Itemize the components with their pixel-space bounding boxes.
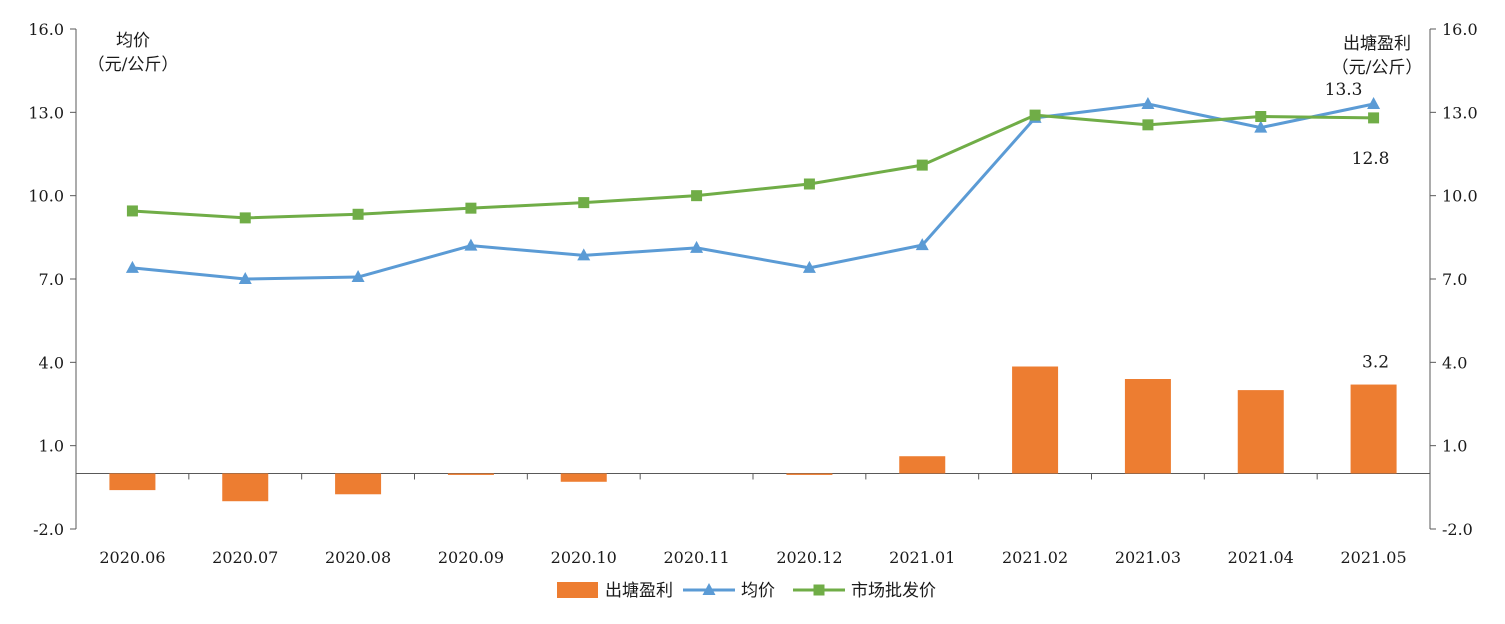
legend-marker-均价 (702, 583, 716, 595)
right-tick-label: 1.0 (1442, 437, 1467, 456)
line-series (125, 97, 1381, 284)
right-tick-label: 7.0 (1442, 270, 1467, 289)
right-tick-label: -2.0 (1442, 520, 1473, 539)
bar-2020.12 (786, 473, 833, 475)
bar-2021.03 (1124, 379, 1171, 474)
point-均价-2020.08 (351, 270, 365, 283)
point-均价-2021.01 (915, 238, 929, 251)
point-均价-2020.09 (464, 238, 478, 251)
line-均价 (132, 102, 1374, 281)
bar-series (109, 366, 1397, 502)
legend: 出塘盈利 均价 市场批发价 (557, 581, 936, 601)
bar-2020.09 (447, 473, 494, 475)
left-tick-label: 7.0 (39, 270, 64, 289)
bar-2020.08 (335, 473, 382, 495)
point-均价-2020.11 (690, 240, 704, 253)
bar-2021.05 (1350, 384, 1397, 474)
point-均价-2020.06 (125, 260, 139, 273)
right-axis-title-line2: （元/公斤） (1332, 58, 1423, 78)
point-均价-2021.05 (1367, 97, 1381, 109)
right-tick-label: 4.0 (1442, 353, 1467, 372)
right-tick-label: 10.0 (1442, 187, 1478, 206)
x-tick-label: 2021.05 (1340, 548, 1406, 567)
data-label-出塘盈利: 3.2 (1362, 353, 1389, 373)
left-tick-label: 10.0 (28, 187, 64, 206)
x-tick-label: 2021.04 (1228, 548, 1294, 567)
left-tick-label: 16.0 (28, 20, 64, 39)
bar-2021.04 (1237, 390, 1284, 474)
x-tick-label: 2020.09 (438, 548, 504, 567)
legend-swatch-出塘盈利 (557, 582, 598, 598)
point-市场批发价-2020.08 (352, 208, 364, 220)
x-tick-label: 2021.02 (1002, 548, 1068, 567)
data-label-市场批发价: 12.8 (1352, 149, 1390, 169)
axes: -2.0 1.0 4.0 7.0 10.0 13.0 16.0 -2.0 1.0 4.0 7.0 10… (28, 20, 1477, 567)
line-市场批发价 (132, 113, 1374, 220)
point-市场批发价-2021.01 (916, 159, 928, 171)
point-均价-2020.07 (238, 272, 252, 284)
x-tick-label: 2020.11 (663, 548, 729, 567)
right-tick-label: 13.0 (1442, 103, 1478, 122)
x-tick-label: 2020.12 (776, 548, 842, 567)
legend-label-出塘盈利: 出塘盈利 (605, 581, 673, 601)
left-tick-label: -2.0 (33, 520, 64, 539)
data-label-均价: 13.3 (1325, 80, 1363, 100)
point-均价-2021.04 (1254, 120, 1268, 133)
point-市场批发价-2021.04 (1255, 111, 1267, 122)
point-市场批发价-2020.09 (465, 202, 477, 214)
legend-label-均价: 均价 (741, 581, 775, 601)
point-均价-2020.10 (577, 248, 591, 261)
point-市场批发价-2020.06 (126, 205, 138, 217)
left-axis-title-line2: （元/公斤） (88, 55, 179, 75)
bar-2020.10 (560, 473, 607, 482)
point-市场批发价-2021.03 (1142, 119, 1154, 131)
data-labels: 13.3 12.8 3.2 (1325, 80, 1390, 373)
bar-2021.02 (1012, 366, 1059, 474)
left-tick-label: 13.0 (28, 103, 64, 122)
left-axis-title-line1: 均价 (116, 31, 150, 51)
point-均价-2020.12 (802, 260, 816, 273)
legend-label-市场批发价: 市场批发价 (851, 581, 936, 601)
left-tick-label: 4.0 (39, 353, 64, 372)
x-tick-label: 2020.08 (325, 548, 391, 567)
point-市场批发价-2020.07 (239, 212, 251, 224)
x-tick-label: 2020.06 (99, 548, 165, 567)
bar-2020.07 (222, 473, 269, 502)
right-axis-title-line1: 出塘盈利 (1343, 34, 1411, 54)
x-tick-label: 2021.01 (889, 548, 955, 567)
point-均价-2021.03 (1141, 97, 1155, 109)
point-市场批发价-2020.10 (578, 197, 590, 209)
legend-marker-市场批发价 (813, 584, 825, 596)
bar-2020.06 (109, 473, 156, 491)
right-tick-label: 16.0 (1442, 20, 1478, 39)
point-市场批发价-2020.11 (691, 190, 703, 202)
bar-2021.01 (899, 456, 946, 474)
x-tick-label: 2020.10 (551, 548, 617, 567)
x-tick-label: 2020.07 (212, 548, 278, 567)
point-市场批发价-2021.02 (1029, 109, 1041, 121)
x-tick-label: 2021.03 (1115, 548, 1181, 567)
point-市场批发价-2020.12 (803, 178, 815, 190)
left-tick-label: 1.0 (39, 437, 64, 456)
point-市场批发价-2021.05 (1368, 112, 1380, 124)
